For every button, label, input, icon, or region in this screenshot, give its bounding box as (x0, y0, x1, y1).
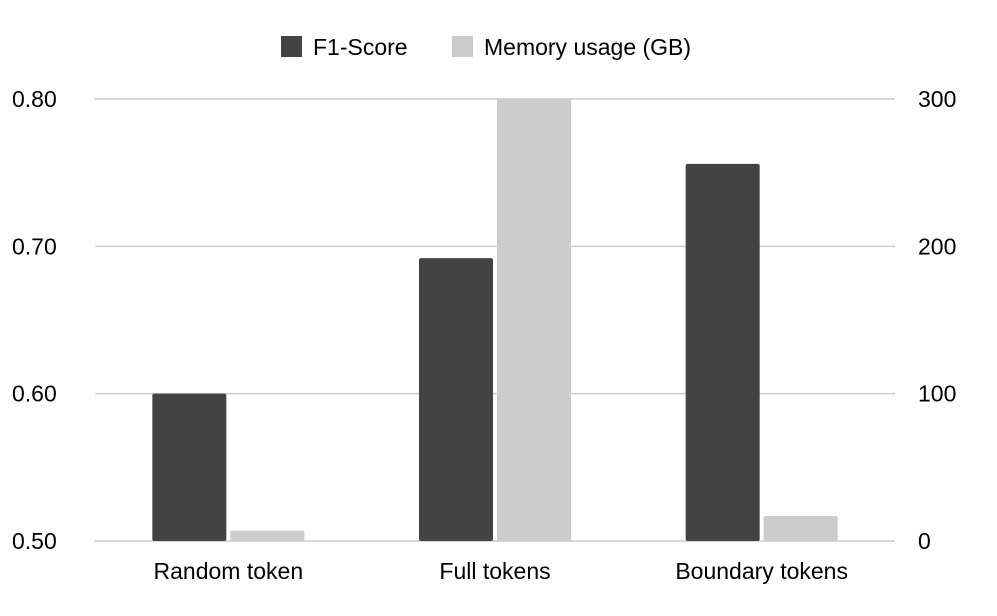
legend-swatch-memory-usage (452, 36, 473, 57)
gridlines (95, 98, 895, 542)
bar-f1-score-full-tokens (419, 258, 493, 541)
bars (152, 99, 838, 541)
category-label: Boundary tokens (675, 558, 848, 584)
left-tick-label: 0.50 (12, 528, 57, 554)
right-tick-label: 200 (918, 233, 956, 259)
bar-memory-usage-gb-boundary-tokens (763, 515, 838, 541)
category-labels: Random token Full tokens Boundary tokens (154, 558, 848, 584)
right-axis-ticks: 0 100 200 300 (918, 86, 956, 554)
left-axis-ticks: 0.50 0.60 0.70 0.80 (12, 86, 57, 554)
right-tick-label: 100 (918, 381, 956, 407)
legend-label-memory-usage: Memory usage (GB) (484, 34, 691, 60)
bar-memory-usage-gb-random-token (230, 530, 305, 541)
right-tick-label: 300 (918, 86, 956, 112)
left-tick-label: 0.80 (12, 86, 57, 112)
category-label: Full tokens (439, 558, 550, 584)
bar-memory-usage-gb-full-tokens (497, 99, 571, 541)
left-tick-label: 0.60 (12, 381, 57, 407)
right-tick-label: 0 (918, 528, 931, 554)
bar-f1-score-boundary-tokens (685, 163, 760, 541)
left-tick-label: 0.70 (12, 233, 57, 259)
bar-f1-score-random-token (152, 393, 227, 541)
legend-swatch-f1-score (281, 36, 302, 57)
category-label: Random token (154, 558, 304, 584)
legend-label-f1-score: F1-Score (313, 34, 408, 60)
legend: F1-Score Memory usage (GB) (281, 34, 691, 60)
